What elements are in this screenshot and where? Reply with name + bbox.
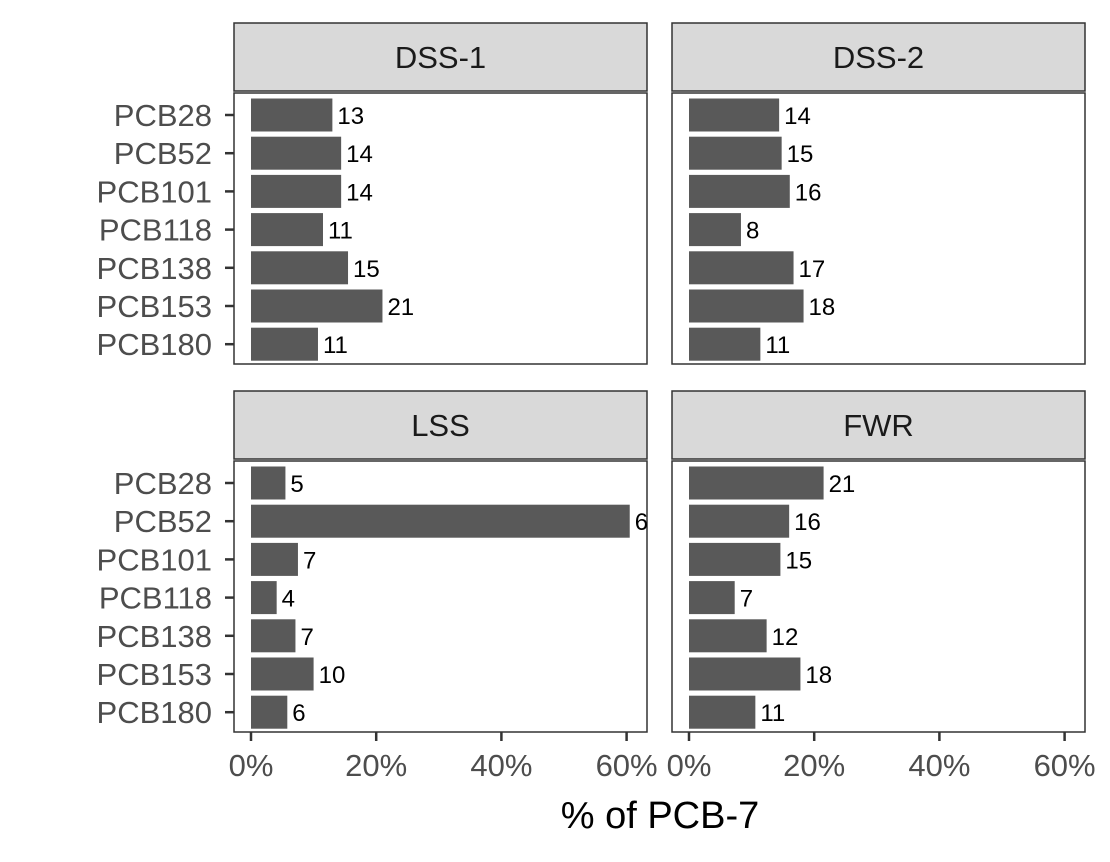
panels-layer: DSS-113141411152111PCB28PCB52PCB101PCB11… bbox=[97, 22, 1086, 733]
y-tick-label-pcb118: PCB118 bbox=[99, 213, 212, 248]
bar-fwr-pcb28 bbox=[689, 466, 824, 500]
y-tick-label-pcb101: PCB101 bbox=[97, 542, 212, 577]
bar-dss-2-pcb138 bbox=[689, 251, 794, 285]
x-tick-label-0-2: 40% bbox=[470, 748, 532, 783]
x-tick-label-0-0: 0% bbox=[229, 748, 274, 783]
bar-dss-1-pcb180 bbox=[251, 327, 318, 361]
data-label-lss-pcb153: 10 bbox=[319, 662, 346, 689]
data-label-dss-1-pcb180: 11 bbox=[323, 332, 348, 359]
y-tick-label-pcb138: PCB138 bbox=[97, 619, 212, 654]
data-label-dss-2-pcb28: 14 bbox=[784, 103, 811, 130]
strip-dss-2 bbox=[671, 22, 1086, 92]
bar-lss-pcb52 bbox=[251, 504, 630, 538]
y-tick-label-pcb52: PCB52 bbox=[114, 136, 212, 171]
bar-dss-1-pcb101 bbox=[251, 174, 342, 208]
x-tick-label-0-3: 60% bbox=[596, 748, 658, 783]
strip-dss-1 bbox=[233, 22, 648, 92]
y-tick-label-pcb180: PCB180 bbox=[97, 327, 212, 362]
strip-label-dss-2: DSS-2 bbox=[833, 40, 924, 75]
data-label-fwr-pcb101: 15 bbox=[785, 547, 812, 574]
y-tick-label-pcb153: PCB153 bbox=[97, 289, 212, 324]
bar-fwr-pcb180 bbox=[689, 695, 756, 729]
data-label-lss-pcb101: 7 bbox=[303, 547, 316, 574]
data-label-lss-pcb180: 6 bbox=[292, 700, 305, 727]
bar-fwr-pcb52 bbox=[689, 504, 790, 538]
data-label-lss-pcb118: 4 bbox=[282, 586, 295, 613]
bar-dss-1-pcb52 bbox=[251, 136, 342, 170]
y-tick-label-pcb138: PCB138 bbox=[97, 251, 212, 286]
data-label-dss-2-pcb180: 11 bbox=[765, 332, 790, 359]
data-label-dss-1-pcb101: 14 bbox=[346, 179, 373, 206]
strip-fwr bbox=[671, 390, 1086, 460]
x-tick-label-1-0: 0% bbox=[667, 748, 712, 783]
bar-dss-2-pcb118 bbox=[689, 213, 741, 247]
data-label-fwr-pcb118: 7 bbox=[740, 586, 753, 613]
y-tick-label-pcb180: PCB180 bbox=[97, 695, 212, 730]
data-label-dss-2-pcb153: 18 bbox=[809, 294, 836, 321]
data-label-fwr-pcb180: 11 bbox=[760, 700, 785, 727]
strip-label-lss: LSS bbox=[411, 408, 470, 443]
data-label-dss-2-pcb138: 17 bbox=[799, 256, 826, 283]
data-label-dss-1-pcb153: 21 bbox=[387, 294, 414, 321]
data-label-dss-2-pcb52: 15 bbox=[787, 141, 814, 168]
strip-label-fwr: FWR bbox=[843, 408, 914, 443]
data-label-fwr-pcb153: 18 bbox=[805, 662, 832, 689]
bar-fwr-pcb101 bbox=[689, 542, 781, 576]
bar-dss-2-pcb153 bbox=[689, 289, 804, 323]
strip-lss bbox=[233, 390, 648, 460]
bar-lss-pcb101 bbox=[251, 542, 298, 576]
bar-lss-pcb153 bbox=[251, 657, 314, 691]
bar-lss-pcb138 bbox=[251, 619, 296, 653]
panel-dss-2: DSS-2 14 15 16 8 17 18 11 bbox=[671, 22, 1086, 365]
data-label-dss-1-pcb28: 13 bbox=[337, 103, 364, 130]
bar-dss-1-pcb118 bbox=[251, 213, 323, 247]
x-axis-title: % of PCB-7 bbox=[561, 795, 760, 837]
bar-lss-pcb118 bbox=[251, 581, 277, 615]
panel-content-dss-2: 14 15 16 8 17 18 11 bbox=[689, 98, 836, 361]
bar-dss-1-pcb28 bbox=[251, 98, 333, 132]
bar-fwr-pcb118 bbox=[689, 581, 735, 615]
panel-lss: LSS56747106PCB28PCB52PCB101PCB118PCB138P… bbox=[97, 390, 648, 733]
data-label-fwr-pcb28: 21 bbox=[829, 471, 856, 498]
data-label-dss-2-pcb118: 8 bbox=[746, 218, 759, 245]
data-label-dss-2-pcb101: 16 bbox=[795, 179, 822, 206]
x-tick-label-0-1: 20% bbox=[345, 748, 407, 783]
data-label-fwr-pcb138: 12 bbox=[772, 624, 799, 651]
data-label-lss-pcb138: 7 bbox=[300, 624, 313, 651]
bar-fwr-pcb138 bbox=[689, 619, 767, 653]
bar-dss-2-pcb28 bbox=[689, 98, 780, 132]
bar-dss-2-pcb180 bbox=[689, 327, 761, 361]
panel-body-lss bbox=[233, 460, 648, 733]
x-tick-label-1-2: 40% bbox=[908, 748, 970, 783]
data-label-lss-pcb28: 5 bbox=[290, 471, 303, 498]
bar-dss-2-pcb101 bbox=[689, 174, 790, 208]
bar-dss-2-pcb52 bbox=[689, 136, 782, 170]
data-label-dss-1-pcb52: 14 bbox=[346, 141, 373, 168]
y-tick-label-pcb28: PCB28 bbox=[114, 98, 212, 133]
bar-lss-pcb28 bbox=[251, 466, 286, 500]
panel-dss-1: DSS-113141411152111PCB28PCB52PCB101PCB11… bbox=[97, 22, 648, 365]
data-label-dss-1-pcb118: 11 bbox=[328, 218, 353, 245]
bar-dss-1-pcb153 bbox=[251, 289, 383, 323]
y-tick-label-pcb28: PCB28 bbox=[114, 466, 212, 501]
bar-lss-pcb180 bbox=[251, 695, 288, 729]
bar-fwr-pcb153 bbox=[689, 657, 801, 691]
y-tick-label-pcb52: PCB52 bbox=[114, 504, 212, 539]
y-tick-label-pcb118: PCB118 bbox=[99, 581, 212, 616]
bar-dss-1-pcb138 bbox=[251, 251, 349, 285]
data-label-dss-1-pcb138: 15 bbox=[353, 256, 380, 283]
x-axis-layer: 0% 20% 40% 60% 0% 20% 40% 60% bbox=[229, 732, 1096, 783]
y-tick-label-pcb101: PCB101 bbox=[97, 174, 212, 209]
y-tick-label-pcb153: PCB153 bbox=[97, 657, 212, 692]
strip-label-dss-1: DSS-1 bbox=[395, 40, 486, 75]
x-tick-label-1-1: 20% bbox=[783, 748, 845, 783]
data-label-lss-pcb52: 6 bbox=[635, 509, 648, 536]
x-tick-label-1-3: 60% bbox=[1034, 748, 1096, 783]
data-label-fwr-pcb52: 16 bbox=[794, 509, 821, 536]
